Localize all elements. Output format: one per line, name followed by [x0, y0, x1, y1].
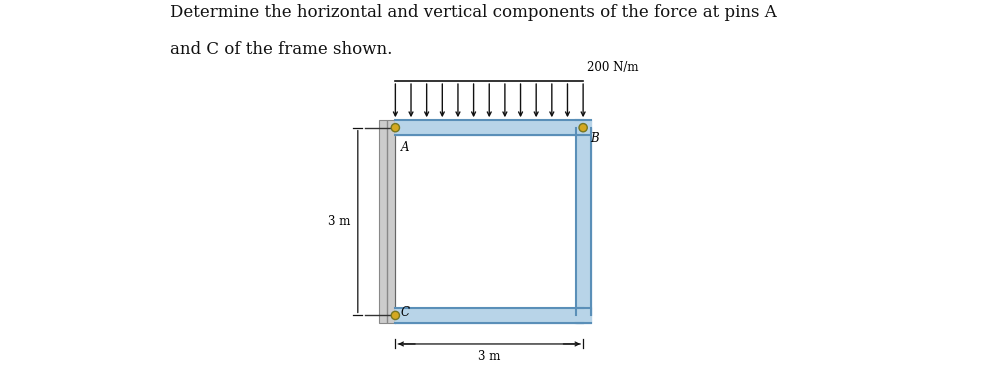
Text: 3 m: 3 m	[478, 350, 501, 363]
Polygon shape	[576, 120, 591, 135]
Circle shape	[579, 124, 588, 132]
Polygon shape	[576, 308, 591, 323]
Text: Determine the horizontal and vertical components of the force at pins A: Determine the horizontal and vertical co…	[170, 4, 777, 21]
Bar	[379, 120, 395, 323]
Circle shape	[391, 124, 399, 132]
Text: A: A	[400, 141, 409, 154]
Circle shape	[391, 311, 399, 319]
Text: 200 N/m: 200 N/m	[587, 61, 638, 74]
Text: B: B	[590, 132, 599, 145]
Text: C: C	[400, 307, 409, 319]
Text: and C of the frame shown.: and C of the frame shown.	[170, 41, 392, 58]
Text: 3 m: 3 m	[328, 215, 350, 228]
